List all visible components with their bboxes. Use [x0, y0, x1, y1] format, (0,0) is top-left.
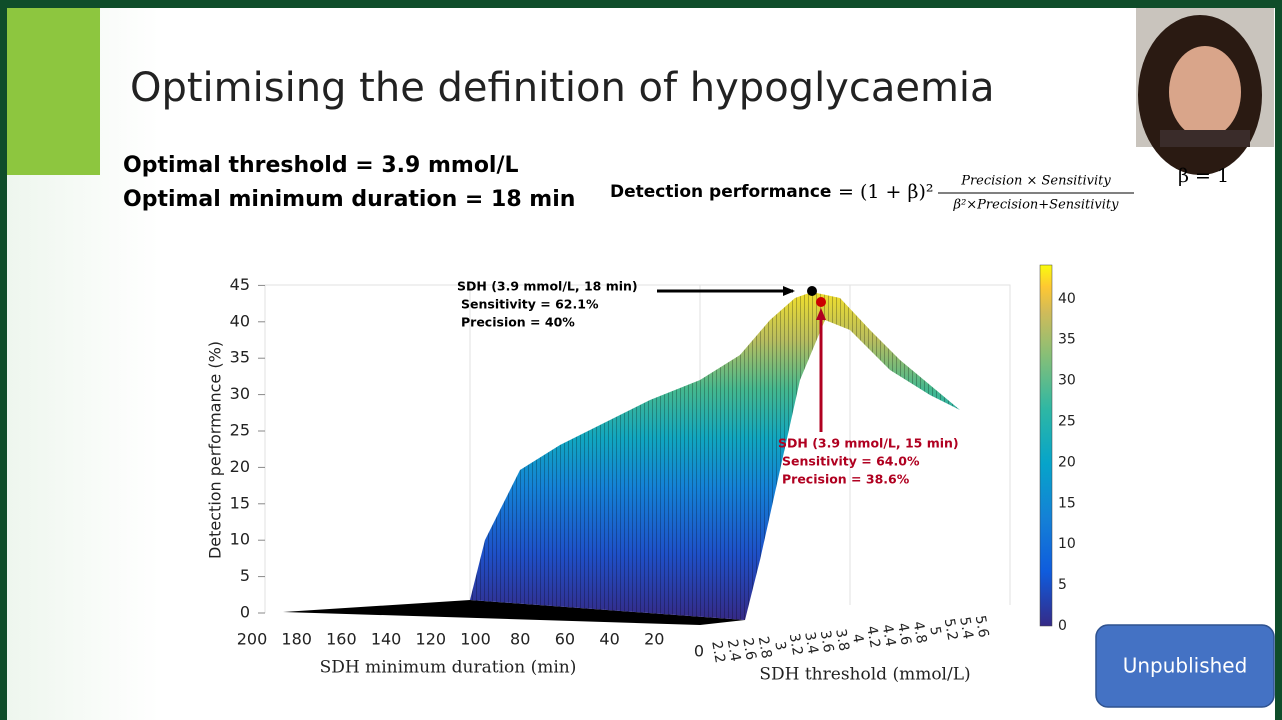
y-tick-label: 4 — [849, 633, 866, 645]
formula-lhs: = (1 + β)² — [838, 181, 933, 203]
y-tick-label: 4.8 — [910, 620, 930, 645]
y-tick-label: 2.8 — [755, 635, 775, 660]
x-tick-label: 60 — [555, 630, 575, 649]
z-tick-label: 35 — [230, 348, 250, 367]
y-tick-label: 5.6 — [972, 614, 992, 639]
colorbar-tick-label: 20 — [1058, 454, 1076, 470]
x-tick-label: 160 — [326, 630, 357, 649]
y-tick-label: 4.6 — [894, 622, 914, 647]
y-axis-label: SDH threshold (mmol/L) — [759, 665, 970, 685]
colorbar-tick-label: 10 — [1058, 536, 1076, 552]
colorbar-tick-label: 15 — [1058, 495, 1076, 511]
surface — [470, 292, 960, 620]
x-tick-label: 80 — [510, 630, 530, 649]
y-tick-label: 2.2 — [708, 640, 728, 665]
z-tick-label: 40 — [230, 311, 250, 330]
z-tick-label: 10 — [230, 530, 250, 549]
slide-title: Optimising the definition of hypoglycaem… — [130, 65, 995, 111]
x-tick-label: 200 — [237, 630, 268, 649]
accent-block — [7, 8, 100, 175]
z-tick-label: 5 — [240, 566, 250, 585]
z-tick-label: 30 — [230, 384, 250, 403]
colorbar-tick-label: 0 — [1058, 618, 1067, 634]
annotation: Sensitivity = 62.1% — [461, 297, 599, 312]
annotation: Precision = 40% — [461, 315, 575, 330]
y-tick-label: 3.2 — [786, 632, 806, 657]
x-axis-label: SDH minimum duration (min) — [320, 658, 577, 678]
z-tick-label: 25 — [230, 421, 250, 440]
annotation: Precision = 38.6% — [782, 472, 910, 487]
x-tick-label: 100 — [460, 630, 491, 649]
y-tick-label: 3.8 — [832, 628, 852, 653]
y-tick-label: 3.4 — [801, 631, 821, 656]
y-tick-label: 4.4 — [879, 623, 899, 648]
y-tick-label: 5 — [926, 625, 943, 637]
y-tick-label: 3.6 — [817, 629, 837, 654]
chart-box — [264, 284, 1011, 613]
z-tick-label: 0 — [240, 603, 250, 622]
formula-denominator: β²×Precision+Sensitivity — [953, 198, 1120, 213]
key-point: Optimal threshold = 3.9 mmol/L — [123, 153, 519, 178]
arrow-head — [783, 286, 795, 296]
annotation: SDH (3.9 mmol/L, 15 min) — [778, 436, 959, 451]
x-tick-label: 120 — [416, 630, 447, 649]
y-tick-label: 5.2 — [941, 617, 961, 642]
x-tick-label: 20 — [644, 630, 664, 649]
optimum-marker — [807, 286, 817, 296]
y-tick-label: 4.2 — [863, 625, 883, 650]
formula-beta: β = 1 — [1178, 165, 1229, 187]
z-tick-label: 15 — [230, 493, 250, 512]
colorbar — [1039, 264, 1053, 627]
z-axis-label: Detection performance (%) — [206, 341, 225, 559]
y-tick-label: 3 — [771, 640, 788, 652]
z-tick-label: 20 — [230, 457, 250, 476]
annotation: Sensitivity = 64.0% — [782, 454, 920, 469]
alt-marker — [816, 297, 826, 307]
z-tick-label: 45 — [230, 275, 250, 294]
x-tick-label: 40 — [599, 630, 619, 649]
surface-floor — [283, 600, 745, 625]
x-tick-label: 0 — [694, 642, 704, 661]
colorbar-tick-label: 40 — [1058, 291, 1076, 307]
colorbar-tick-label: 5 — [1058, 577, 1067, 593]
y-tick-label: 2.4 — [724, 638, 744, 663]
x-tick-label: 180 — [281, 630, 312, 649]
badge — [1095, 624, 1275, 708]
formula-numerator: Precision × Sensitivity — [960, 174, 1111, 189]
key-point: Optimal minimum duration = 18 min — [123, 187, 575, 212]
badge-text: Unpublished — [1123, 654, 1248, 678]
colorbar-tick-label: 30 — [1058, 373, 1076, 389]
y-tick-label: 2.6 — [739, 637, 759, 662]
formula-label: Detection performance — [610, 182, 831, 202]
arrow-head — [816, 308, 826, 320]
colorbar-tick-label: 35 — [1058, 332, 1076, 348]
annotation: SDH (3.9 mmol/L, 18 min) — [457, 279, 638, 294]
webcam — [1136, 8, 1274, 175]
x-tick-label: 140 — [371, 630, 402, 649]
colorbar-tick-label: 25 — [1058, 414, 1076, 430]
y-tick-label: 5.4 — [956, 616, 976, 641]
